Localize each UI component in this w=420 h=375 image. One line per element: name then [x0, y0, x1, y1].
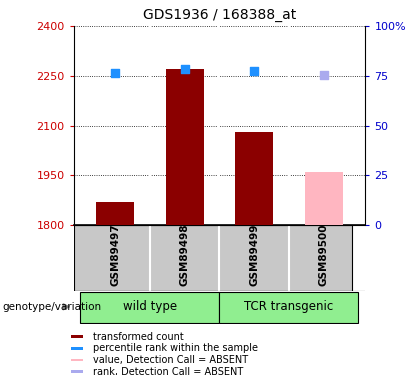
Point — [251, 68, 257, 74]
Title: GDS1936 / 168388_at: GDS1936 / 168388_at — [143, 9, 296, 22]
Bar — [235, 132, 273, 225]
Point — [320, 72, 327, 78]
Bar — [96, 202, 134, 225]
Text: GSM89499: GSM89499 — [249, 224, 259, 286]
Text: wild type: wild type — [123, 300, 177, 313]
Text: percentile rank within the sample: percentile rank within the sample — [93, 343, 258, 353]
Bar — [71, 359, 83, 361]
Bar — [165, 69, 204, 225]
Text: value, Detection Call = ABSENT: value, Detection Call = ABSENT — [93, 355, 248, 365]
Text: rank, Detection Call = ABSENT: rank, Detection Call = ABSENT — [93, 367, 243, 375]
Point — [181, 66, 188, 72]
Text: transformed count: transformed count — [93, 332, 184, 342]
Text: genotype/variation: genotype/variation — [2, 302, 101, 312]
Text: GSM89498: GSM89498 — [180, 223, 190, 286]
Point — [112, 70, 118, 76]
Bar — [81, 292, 220, 322]
Bar — [71, 347, 83, 350]
Text: TCR transgenic: TCR transgenic — [244, 300, 333, 313]
Text: GSM89500: GSM89500 — [319, 223, 329, 286]
Bar — [220, 292, 358, 322]
Text: GSM89497: GSM89497 — [110, 223, 120, 286]
Bar — [304, 172, 343, 225]
Bar — [71, 370, 83, 373]
Bar — [71, 335, 83, 338]
